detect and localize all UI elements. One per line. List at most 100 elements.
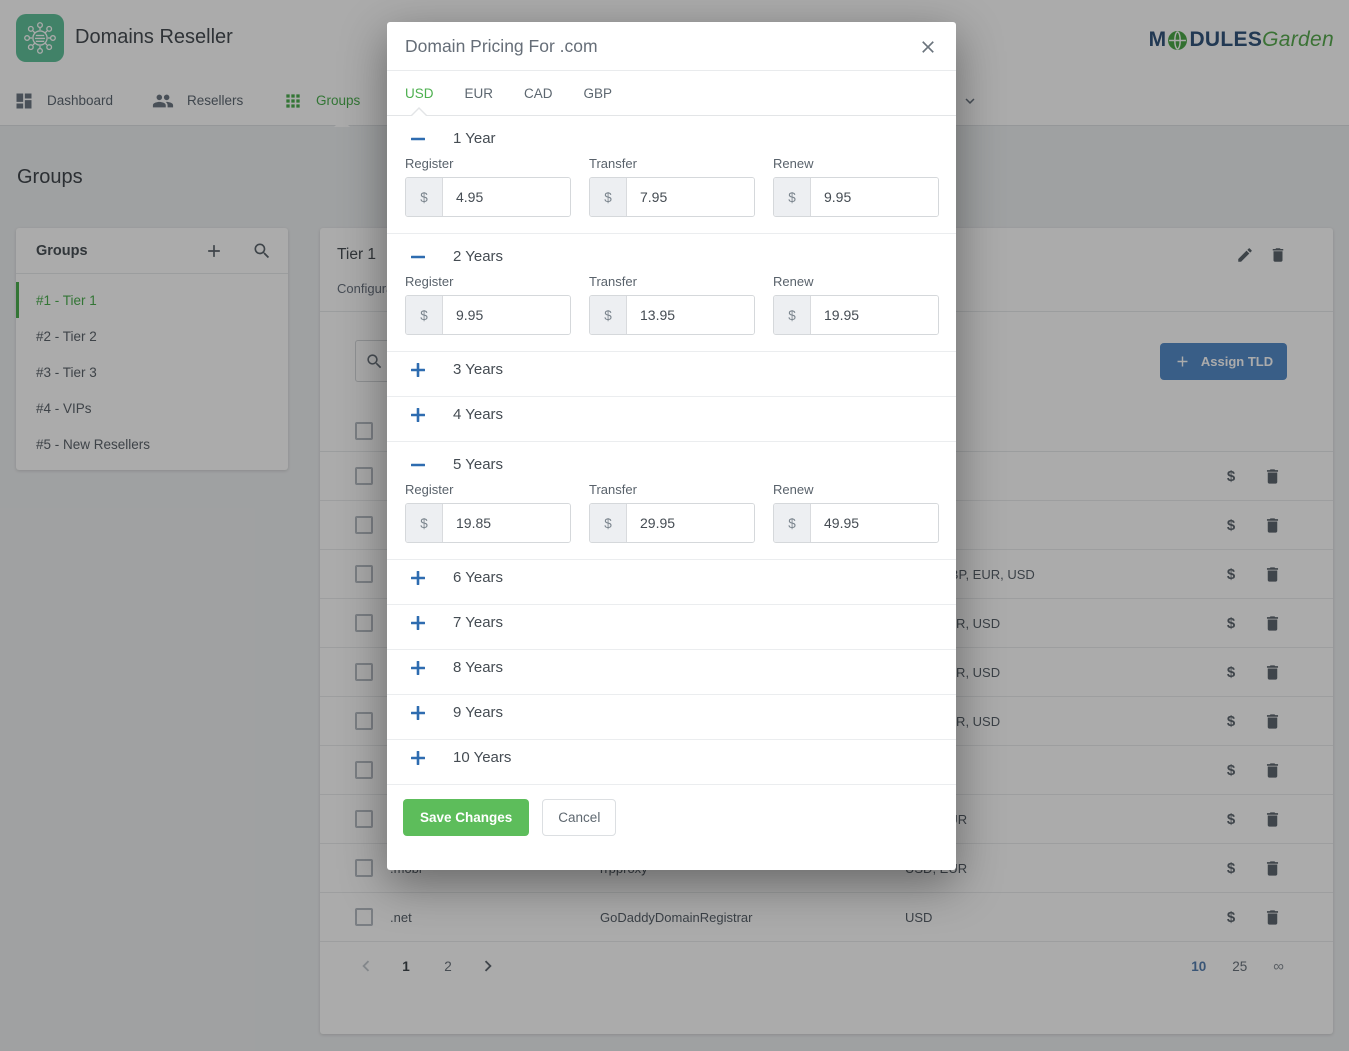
delete-row-button[interactable]: [1260, 467, 1284, 486]
renew-price-input[interactable]: [811, 504, 938, 542]
section-header[interactable]: 5 Years: [405, 456, 938, 473]
currency-tab[interactable]: USD: [405, 85, 434, 101]
register-price-input[interactable]: [443, 504, 570, 542]
chevron-down-icon: [965, 97, 975, 104]
currency-prefix: $: [590, 504, 627, 542]
currency-tab[interactable]: EUR: [464, 85, 494, 101]
delete-row-button[interactable]: [1260, 663, 1284, 682]
domain-pricing-modal: Domain Pricing For .com USD EUR CAD GBP …: [387, 22, 956, 870]
pricing-year-section: 3 Years: [387, 352, 956, 397]
register-price-input[interactable]: [443, 296, 570, 334]
page-size-option[interactable]: 10: [1191, 958, 1207, 974]
register-label: Register: [405, 274, 454, 289]
row-checkbox[interactable]: [355, 859, 373, 877]
delete-row-button[interactable]: [1260, 516, 1284, 535]
group-list-item[interactable]: #1 - Tier 1: [16, 282, 288, 318]
pricing-dollar-button[interactable]: $: [1226, 467, 1236, 485]
search-groups-icon[interactable]: [252, 241, 272, 261]
page-size-option[interactable]: 25: [1232, 958, 1248, 974]
transfer-price-input[interactable]: [627, 504, 754, 542]
nav-item-dashboard[interactable]: Dashboard: [14, 76, 113, 125]
delete-icon[interactable]: [1269, 246, 1287, 264]
row-checkbox[interactable]: [355, 712, 373, 730]
pricing-dollar-button[interactable]: $: [1226, 712, 1236, 730]
nav-item-resellers[interactable]: Resellers: [152, 76, 243, 125]
section-header[interactable]: 7 Years: [405, 614, 503, 631]
currency-prefix: $: [774, 178, 811, 216]
register-price-input[interactable]: [443, 178, 570, 216]
delete-row-button[interactable]: [1260, 761, 1284, 780]
row-checkbox[interactable]: [355, 565, 373, 583]
pricing-dollar-button[interactable]: $: [1226, 908, 1236, 926]
prev-page-icon[interactable]: [355, 955, 377, 977]
group-list-item[interactable]: #2 - Tier 2: [36, 328, 97, 344]
pricing-dollar-button[interactable]: $: [1226, 663, 1236, 681]
close-icon[interactable]: [918, 37, 938, 57]
assign-tld-button[interactable]: Assign TLD: [1160, 342, 1287, 380]
group-list-item[interactable]: #3 - Tier 3: [36, 364, 97, 380]
section-header[interactable]: 6 Years: [405, 569, 503, 586]
expand-icon[interactable]: [410, 750, 426, 766]
row-checkbox[interactable]: [355, 810, 373, 828]
currency-tab[interactable]: GBP: [583, 85, 613, 101]
collapse-icon[interactable]: [410, 249, 426, 265]
delete-row-button[interactable]: [1260, 859, 1284, 878]
group-list-item[interactable]: #4 - VIPs: [36, 400, 92, 416]
expand-icon[interactable]: [410, 660, 426, 676]
save-changes-button[interactable]: Save Changes: [403, 799, 530, 836]
cancel-button[interactable]: Cancel: [542, 799, 617, 836]
pricing-dollar-button[interactable]: $: [1226, 516, 1236, 534]
pricing-dollar-button[interactable]: $: [1226, 859, 1236, 877]
section-header[interactable]: 1 Year: [405, 130, 938, 147]
row-checkbox[interactable]: [355, 908, 373, 926]
renew-label: Renew: [773, 274, 814, 289]
renew-price-input[interactable]: [811, 178, 938, 216]
renew-price-input[interactable]: [811, 296, 938, 334]
table-row: .net GoDaddyDomainRegistrar USD $: [320, 893, 1333, 942]
edit-icon[interactable]: [1236, 246, 1254, 264]
expand-icon[interactable]: [410, 362, 426, 378]
pricing-dollar-button[interactable]: $: [1226, 761, 1236, 779]
add-group-icon[interactable]: [204, 241, 224, 261]
pricing-dollar-button[interactable]: $: [1226, 810, 1236, 828]
delete-row-button[interactable]: [1260, 614, 1284, 633]
pricing-dollar-button[interactable]: $: [1226, 614, 1236, 632]
select-all-checkbox[interactable]: [355, 421, 373, 440]
row-checkbox[interactable]: [355, 761, 373, 779]
year-label: 4 Years: [453, 406, 504, 423]
pricing-dollar-button[interactable]: $: [1226, 565, 1236, 583]
pricing-year-section: 1 Year Register $ Transfer $ Renew: [387, 116, 956, 234]
page-number[interactable]: 1: [402, 958, 410, 974]
expand-icon[interactable]: [410, 407, 426, 423]
row-checkbox[interactable]: [355, 614, 373, 632]
section-header[interactable]: 8 Years: [405, 659, 503, 676]
row-checkbox[interactable]: [355, 516, 373, 534]
delete-row-button[interactable]: [1260, 565, 1284, 584]
transfer-price-input[interactable]: [627, 296, 754, 334]
row-checkbox[interactable]: [355, 467, 373, 485]
nav-item-groups[interactable]: Groups: [283, 76, 360, 125]
transfer-price-input[interactable]: [627, 178, 754, 216]
transfer-label: Transfer: [589, 482, 637, 497]
delete-row-button[interactable]: [1260, 810, 1284, 829]
section-header[interactable]: 3 Years: [405, 361, 503, 378]
collapse-icon[interactable]: [410, 131, 426, 147]
expand-icon[interactable]: [410, 705, 426, 721]
section-header[interactable]: 9 Years: [405, 704, 503, 721]
expand-icon[interactable]: [410, 570, 426, 586]
currency-tab[interactable]: CAD: [524, 85, 553, 101]
group-list-item[interactable]: #5 - New Resellers: [36, 436, 151, 452]
delete-row-button[interactable]: [1260, 908, 1284, 927]
trash-icon: [1266, 664, 1278, 680]
transfer-label: Transfer: [589, 274, 637, 289]
next-page-icon[interactable]: [477, 955, 499, 977]
section-header[interactable]: 2 Years: [405, 248, 938, 265]
show-all-button[interactable]: ∞: [1273, 957, 1284, 975]
section-header[interactable]: 4 Years: [405, 406, 503, 423]
collapse-icon[interactable]: [410, 457, 426, 473]
section-header[interactable]: 10 Years: [405, 749, 511, 766]
delete-row-button[interactable]: [1260, 712, 1284, 731]
expand-icon[interactable]: [410, 615, 426, 631]
row-checkbox[interactable]: [355, 663, 373, 681]
page-number[interactable]: 2: [444, 958, 452, 974]
